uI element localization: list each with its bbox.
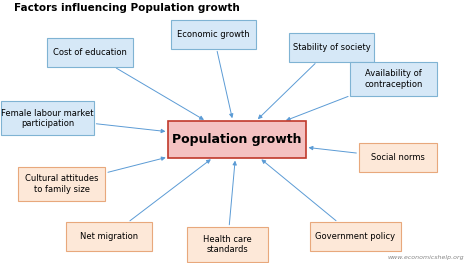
Text: Population growth: Population growth [172, 133, 302, 146]
Text: Social norms: Social norms [371, 153, 425, 162]
FancyBboxPatch shape [66, 222, 152, 251]
FancyBboxPatch shape [359, 143, 437, 172]
FancyBboxPatch shape [289, 33, 374, 62]
Text: Female labour market
participation: Female labour market participation [1, 109, 94, 128]
Text: Cost of education: Cost of education [53, 48, 127, 57]
Text: Stability of society: Stability of society [293, 43, 371, 52]
FancyBboxPatch shape [1, 101, 94, 135]
Text: Net migration: Net migration [80, 232, 138, 241]
Text: Economic growth: Economic growth [177, 30, 250, 39]
FancyBboxPatch shape [349, 62, 437, 96]
FancyBboxPatch shape [47, 38, 133, 67]
FancyBboxPatch shape [168, 121, 306, 158]
Text: Cultural attitudes
to family size: Cultural attitudes to family size [25, 174, 99, 194]
Text: Availability of
contraception: Availability of contraception [364, 69, 423, 89]
FancyBboxPatch shape [187, 227, 268, 262]
FancyBboxPatch shape [171, 20, 256, 49]
Text: Government policy: Government policy [315, 232, 396, 241]
FancyBboxPatch shape [310, 222, 401, 251]
FancyBboxPatch shape [18, 167, 105, 201]
Text: Health care
standards: Health care standards [203, 235, 252, 254]
Text: Factors influencing Population growth: Factors influencing Population growth [14, 3, 240, 13]
Text: www.economicshelp.org: www.economicshelp.org [388, 255, 465, 260]
